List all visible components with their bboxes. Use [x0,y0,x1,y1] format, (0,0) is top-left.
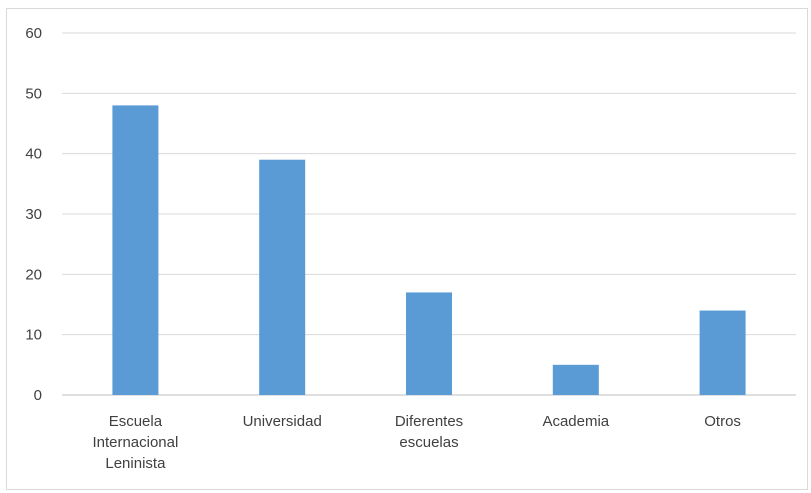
y-tick-label: 20 [25,266,42,283]
y-tick-label: 50 [25,85,42,102]
x-tick-label: Diferentes escuelas [395,413,463,451]
y-tick-label: 30 [25,206,42,223]
x-tick-label-line: Otros [704,413,741,430]
bar [406,292,452,395]
x-tick-label-line: escuelas [399,434,458,451]
y-tick-label: 10 [25,327,42,344]
x-tick-label-line: Academia [542,413,609,430]
x-tick-label: Universidad [243,413,322,430]
bar [699,310,746,395]
bar [112,105,159,396]
x-tick-label-line: Escuela [109,413,163,430]
x-tick-label-line: Universidad [243,413,322,430]
x-tick-label-line: Leninista [105,455,166,472]
x-tick-label: Otros [704,413,741,430]
bar [259,159,306,395]
bar [552,364,599,395]
x-tick-label: Academia [542,413,609,430]
x-tick-label: Escuela Internacional Leninista [92,413,178,472]
y-tick-label: 60 [25,25,42,42]
x-tick-label-line: Diferentes [395,413,463,430]
x-tick-label-line: Internacional [92,434,178,451]
y-tick-label: 0 [34,387,42,404]
y-tick-label: 40 [25,146,42,163]
